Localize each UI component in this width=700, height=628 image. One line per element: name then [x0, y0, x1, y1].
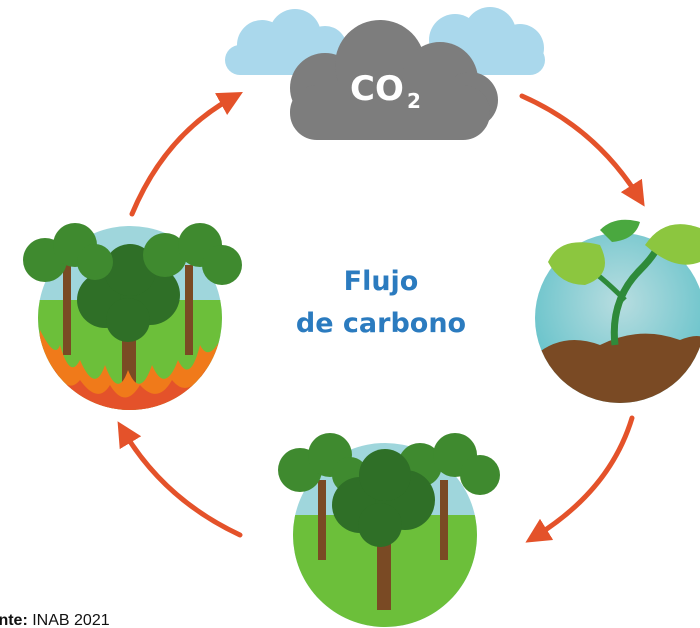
arrow [536, 418, 632, 536]
arrow [132, 98, 232, 214]
page: {"cloud": {"label": "CO", "subscript": "… [0, 0, 700, 628]
carbon-flow-diagram: CO 2 Flujo [0, 0, 700, 628]
co2-subscript: 2 [407, 89, 421, 113]
cloud: CO 2 [225, 7, 545, 140]
source-label: Fuente: [0, 612, 28, 628]
source: Fuente: INAB 2021 [0, 612, 110, 628]
center-title-line1: Flujo [344, 266, 419, 297]
co2-label: CO [350, 69, 404, 109]
source-text: INAB 2021 [32, 612, 109, 628]
arrow [124, 432, 240, 535]
arrow [522, 96, 638, 196]
center-title-line2: de carbono [296, 308, 466, 339]
